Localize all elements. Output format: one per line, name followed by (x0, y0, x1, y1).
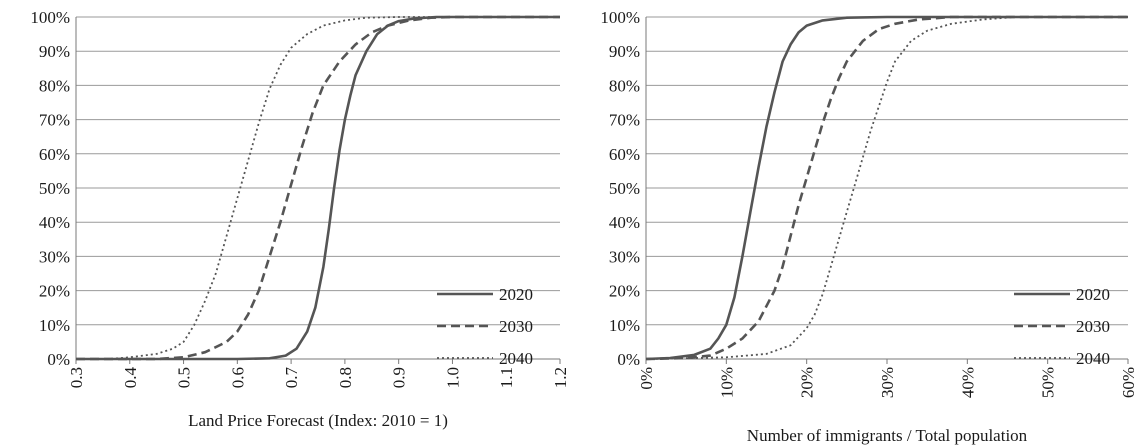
x-tick-label: 0.4 (121, 367, 140, 389)
x-tick-label: 20% (798, 367, 817, 398)
y-tick-label: 90% (39, 42, 70, 61)
series-line-2020 (645, 15, 1128, 361)
y-tick-label: 0% (47, 350, 70, 369)
y-tick-label: 40% (39, 213, 70, 232)
x-tick-label: 0.8 (336, 367, 355, 388)
y-tick-label: 10% (609, 316, 640, 335)
x-tick-label: 0.5 (175, 367, 194, 388)
x-tick-label: 0.9 (390, 367, 409, 388)
legend-label-2030: 2030 (1076, 317, 1110, 336)
x-tick-label: 1.1 (497, 367, 516, 388)
y-tick-label: 30% (609, 247, 640, 266)
x-tick-label: 1.2 (551, 367, 570, 388)
legend-label-2040: 2040 (1076, 349, 1110, 368)
y-tick-label: 50% (609, 179, 640, 198)
y-tick-label: 70% (39, 111, 70, 130)
y-tick-label: 60% (609, 145, 640, 164)
x-tick-label: 1.0 (443, 367, 462, 388)
y-tick-label: 20% (39, 282, 70, 301)
legend-label-2040: 2040 (499, 349, 533, 368)
y-tick-label: 60% (39, 145, 70, 164)
series-line-2020 (76, 15, 560, 361)
y-tick-label: 90% (609, 42, 640, 61)
y-tick-label: 20% (609, 282, 640, 301)
series-line-2030 (645, 15, 1128, 361)
legend-label-2030: 2030 (499, 317, 533, 336)
x-tick-label: 60% (1119, 367, 1138, 398)
x-axis-title: Number of immigrants / Total population (747, 426, 1028, 445)
x-tick-label: 0.6 (228, 367, 247, 388)
series-line-2030 (76, 15, 560, 361)
left-chart-panel: 0% 10% 20% 30% 40% 50% 60% 70% 80% 90% 100% 0.3 0.4 0… (30, 8, 570, 430)
x-tick-label: 40% (958, 367, 977, 398)
y-tick-label: 30% (39, 247, 70, 266)
legend-label-2020: 2020 (499, 285, 533, 304)
y-tick-label: 100% (600, 8, 640, 27)
x-tick-label: 10% (717, 367, 736, 398)
x-tick-label: 0.3 (67, 367, 86, 388)
x-axis-title: Land Price Forecast (Index: 2010 = 1) (188, 411, 448, 430)
right-chart-panel: 0% 10% 20% 30% 40% 50% 60% 70% 80% 90% 100% 0% 10% 20… (600, 8, 1138, 445)
y-tick-label: 0% (617, 350, 640, 369)
series-line-2040 (76, 16, 560, 360)
x-tick-label: 30% (878, 367, 897, 398)
legend-label-2020: 2020 (1076, 285, 1110, 304)
y-tick-label: 10% (39, 316, 70, 335)
y-tick-label: 80% (39, 76, 70, 95)
y-tick-label: 40% (609, 213, 640, 232)
series-line-2040 (645, 16, 1128, 360)
x-tick-label: 50% (1039, 367, 1058, 398)
y-tick-label: 70% (609, 111, 640, 130)
x-tick-label: 0.7 (282, 367, 301, 389)
y-tick-label: 100% (30, 8, 70, 27)
x-tick-label: 0% (637, 367, 656, 390)
y-tick-label: 50% (39, 179, 70, 198)
y-tick-label: 80% (609, 76, 640, 95)
